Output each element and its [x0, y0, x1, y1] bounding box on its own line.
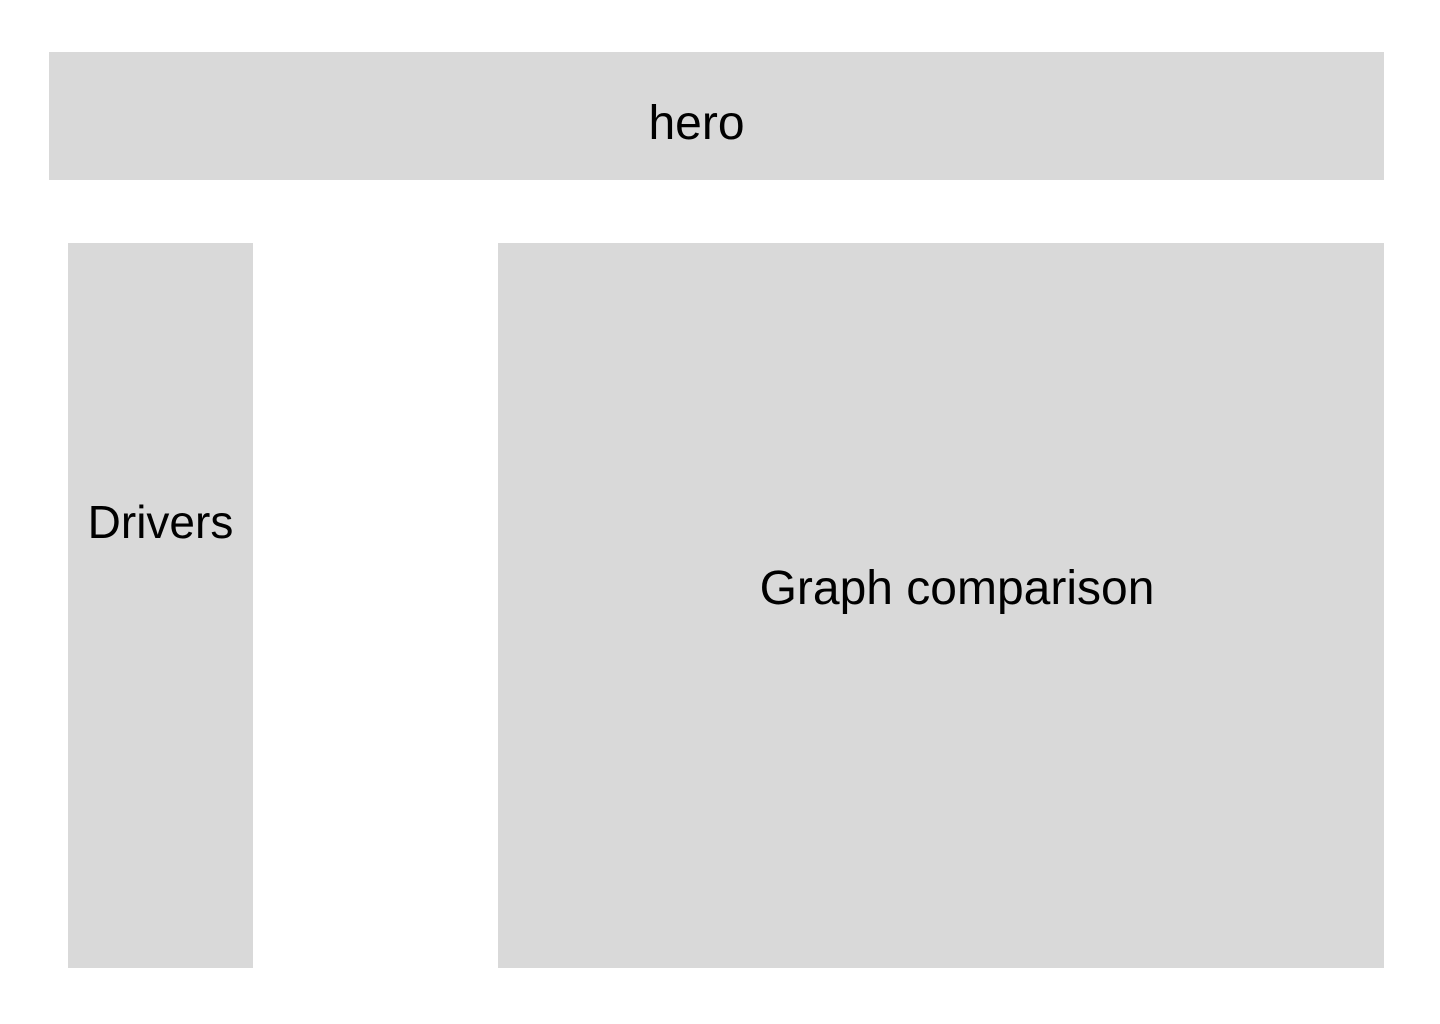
hero-section: hero	[49, 52, 1384, 180]
drivers-label: Drivers	[87, 495, 234, 548]
drivers-panel: Drivers	[68, 243, 253, 968]
graph-comparison-panel: Graph comparison	[498, 243, 1384, 968]
hero-label: hero	[648, 97, 745, 150]
graph-comparison-label: Graph comparison	[759, 561, 1155, 615]
